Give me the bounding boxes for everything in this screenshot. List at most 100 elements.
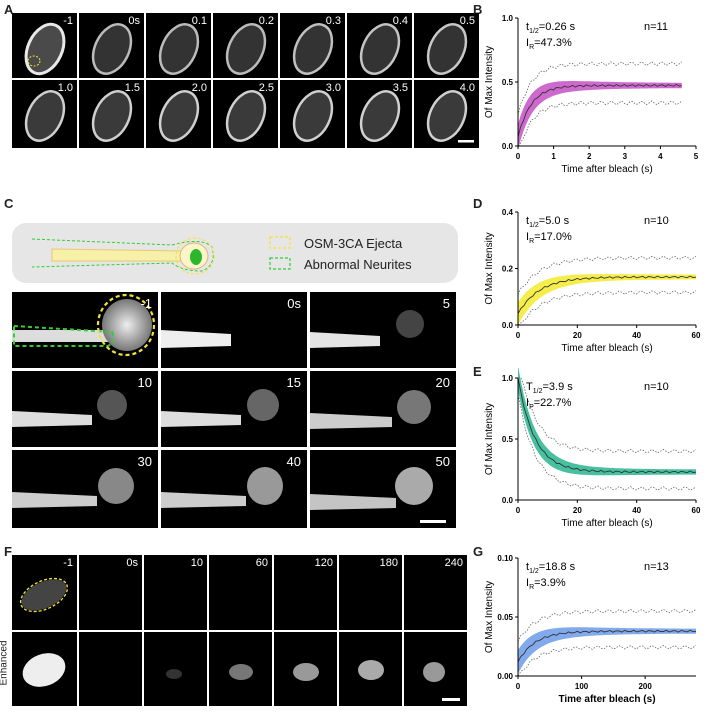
x-axis-title: Time after bleach (s) (558, 694, 655, 705)
panel-f-frame: -1 (12, 555, 77, 630)
y-tick-label: 0.2 (502, 265, 514, 274)
x-tick-label: 60 (692, 331, 701, 340)
cell-image (310, 390, 431, 429)
y-axis-title: Of Max Intensity (484, 232, 495, 304)
panel-f-frame: 0s (79, 555, 142, 630)
frame-time: 10 (190, 557, 203, 569)
panel-f-enhanced-frame (79, 632, 142, 706)
panel-a-frame: 0.3 (280, 13, 345, 78)
frame-time: 10 (137, 375, 152, 390)
panel-f-frame: 60 (209, 555, 272, 630)
annotation-fraction: IP=22.7% (526, 397, 572, 411)
annotation-symbol: I (526, 397, 529, 409)
annotation-subscript: R (529, 44, 534, 51)
frame-time: 3.5 (392, 82, 408, 94)
y-axis-title: Of Max Intensity (484, 581, 495, 653)
panel-c-frame: 10 (12, 371, 158, 447)
annotation-symbol: T (526, 381, 533, 393)
cell-image (358, 660, 384, 680)
y-tick-label: 0.0 (502, 142, 514, 151)
cell-image (158, 90, 200, 142)
panel-a-frame: 3.5 (347, 80, 412, 148)
x-tick-label: 4 (658, 152, 663, 161)
sample-size: n=13 (644, 561, 669, 573)
frame-time: 15 (286, 375, 301, 390)
frame-time: 0s (287, 296, 301, 311)
chart-b: 0 1 2 3 4 5 0.0 0.5 1.0 Time after bleach (s) Of M… (484, 14, 699, 175)
panel-a-frame: 0.1 (146, 13, 211, 78)
panel-a-frame: 4.0 (414, 80, 479, 148)
panel-a-frame: 0s (79, 13, 144, 78)
frame-time: -1 (63, 557, 73, 569)
x-tick-label: 40 (632, 506, 641, 515)
frame-time: 0s (128, 15, 140, 27)
annotation-half-time: T1/2=3.9 s (526, 381, 573, 395)
panel-a-frame: -1 (12, 13, 77, 78)
y-tick-label: 0.5 (502, 78, 514, 87)
panel-c-frame: 40 (161, 450, 307, 528)
panel-label-d: D (473, 196, 483, 211)
x-tick-label: 0 (516, 506, 521, 515)
upper-envelope (517, 255, 697, 295)
x-tick-label: 40 (632, 331, 641, 340)
annotation-value: =18.8 s (539, 561, 576, 573)
panel-label-c: C (4, 196, 14, 211)
frame-time: 240 (444, 557, 463, 569)
legend-label-ejecta: OSM-3CA Ejecta (304, 236, 403, 251)
y-tick-label: 0.05 (497, 613, 513, 622)
panel-a-frame: 1.0 (12, 80, 77, 148)
annotation-symbol: I (526, 577, 529, 589)
x-tick-label: 100 (575, 682, 589, 691)
cell-image (12, 293, 156, 357)
chart-d: 0 20 40 60 0.0 0.2 0.4 Time after bleach (s) Of … (484, 208, 701, 354)
frame-time: 5 (442, 296, 450, 311)
cell-image (91, 90, 133, 142)
frame-time: 20 (435, 375, 450, 390)
x-tick-label: 200 (638, 682, 652, 691)
annotation-subscript: 1/2 (529, 222, 539, 229)
annotation-symbol: t (526, 21, 529, 33)
x-tick-label: 0 (516, 331, 521, 340)
annotation-value: =3.9 s (542, 381, 573, 393)
x-axis-title: Time after bleach (s) (561, 518, 652, 529)
panel-f-frame: 120 (274, 555, 337, 630)
y-tick-label: 1.0 (502, 374, 514, 383)
panel-a-frame: 2.5 (213, 80, 278, 148)
annotation-value: =0.26 s (539, 21, 576, 33)
frame-time: 40 (286, 454, 301, 469)
x-tick-label: 0 (516, 682, 521, 691)
panel-c-frame: 20 (310, 371, 456, 447)
cell-image (359, 90, 401, 142)
panel-label-g: G (473, 544, 484, 559)
annotation-fraction: IR=47.3% (526, 37, 572, 51)
cell-image (161, 330, 231, 348)
frame-time: 60 (255, 557, 268, 569)
panel-c-frame: 5 (310, 292, 456, 368)
panel-f-enhanced-frame (12, 632, 77, 706)
cell-image (423, 662, 460, 701)
x-tick-label: 2 (587, 152, 592, 161)
frame-time: -1 (140, 296, 152, 311)
confidence-band (518, 274, 696, 325)
annotation-subscript: R (529, 238, 534, 245)
chart-e: 0 20 40 60 0.0 0.5 1.0 Time after bleach (s) Of … (484, 368, 701, 529)
confidence-band (518, 627, 696, 674)
x-tick-label: 60 (692, 506, 701, 515)
annotation-symbol: t (526, 215, 529, 227)
frame-time: 0.1 (191, 15, 207, 27)
annotation-symbol: t (526, 561, 529, 573)
legend-label-neurites: Abnormal Neurites (304, 257, 412, 272)
cell-image (161, 467, 283, 508)
cell-image (24, 90, 66, 142)
cell-image (166, 669, 182, 679)
frame-time: 50 (435, 454, 450, 469)
cell-image (19, 577, 69, 613)
annotation-value: =5.0 s (539, 215, 570, 227)
cell-image (161, 389, 279, 427)
cell-image (229, 664, 253, 680)
annotation-symbol: I (526, 37, 529, 49)
mean-line (517, 83, 682, 138)
upper-envelope (517, 608, 697, 642)
cell-image (12, 468, 134, 508)
frame-time: 0s (126, 557, 138, 569)
